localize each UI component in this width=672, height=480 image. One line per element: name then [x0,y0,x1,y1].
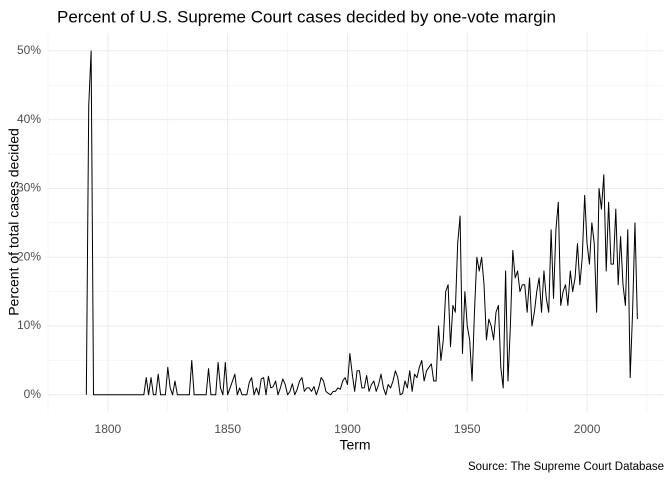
x-tick-label: 1800 [95,422,122,436]
y-tick-label: 50% [17,43,41,57]
x-tick-label: 1900 [334,422,361,436]
chart-title: Percent of U.S. Supreme Court cases deci… [57,7,556,26]
y-tick-label: 10% [17,318,41,332]
y-tick-label: 20% [17,249,41,263]
x-axis-title: Term [339,437,370,453]
x-tick-label: 1850 [214,422,241,436]
x-tick-label: 2000 [574,422,601,436]
data-line [85,50,638,396]
y-tick-label: 40% [17,112,41,126]
y-tick-label: 30% [17,181,41,195]
x-tick-label: 1950 [454,422,481,436]
y-tick-label: 0% [24,387,42,401]
y-axis-title: Percent of total cases decided [6,128,22,316]
caption: Source: The Supreme Court Database [468,461,664,473]
